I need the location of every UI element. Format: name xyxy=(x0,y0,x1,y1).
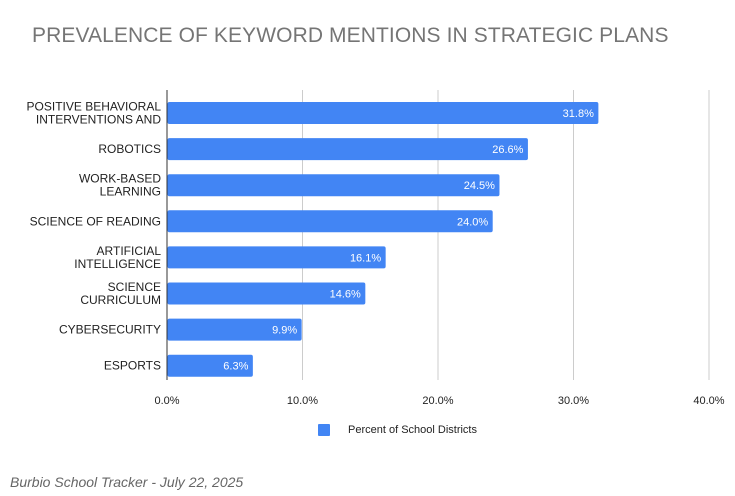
bar xyxy=(167,174,500,197)
chart-title: PREVALENCE OF KEYWORD MENTIONS IN STRATE… xyxy=(32,24,669,47)
legend-label: Percent of School Districts xyxy=(348,424,477,436)
legend-swatch xyxy=(318,424,330,436)
bar xyxy=(167,282,366,305)
category-label: POSITIVE BEHAVIORAL xyxy=(27,100,162,114)
bar-value-label: 24.0% xyxy=(457,216,488,228)
source-note: Burbio School Tracker - July 22, 2025 xyxy=(10,474,244,490)
category-label: WORK-BASED xyxy=(79,172,161,186)
bar-value-label: 31.8% xyxy=(563,108,594,120)
category-label: CYBERSECURITY xyxy=(59,323,161,337)
bar-value-label: 26.6% xyxy=(492,144,523,156)
x-tick-label: 20.0% xyxy=(422,395,453,407)
bar xyxy=(167,318,302,341)
bar-value-label: 6.3% xyxy=(223,361,248,373)
category-label: INTELLIGENCE xyxy=(74,257,161,271)
x-tick-label: 30.0% xyxy=(558,395,589,407)
bar-value-label: 24.5% xyxy=(464,180,495,192)
bar-value-label: 14.6% xyxy=(330,289,361,301)
x-tick-label: 10.0% xyxy=(287,395,318,407)
bar xyxy=(167,246,386,269)
bar xyxy=(167,102,599,124)
category-label: LEARNING xyxy=(100,185,161,199)
category-label: ROBOTICS xyxy=(98,142,161,156)
category-label: SCIENCE xyxy=(108,280,161,294)
bar xyxy=(167,138,528,161)
category-label: SCIENCE OF READING xyxy=(30,214,161,228)
category-label: INTERVENTIONS AND xyxy=(36,113,161,127)
legend: Percent of School Districts xyxy=(318,424,477,436)
x-tick-label: 0.0% xyxy=(154,395,179,407)
bar xyxy=(167,354,253,377)
category-label: ARTIFICIAL xyxy=(97,244,162,258)
bar xyxy=(167,210,493,233)
bar-value-label: 16.1% xyxy=(350,252,381,264)
x-tick-label: 40.0% xyxy=(693,395,724,407)
category-label: CURRICULUM xyxy=(80,293,161,307)
bar-value-label: 9.9% xyxy=(272,325,297,337)
category-label: ESPORTS xyxy=(104,359,161,373)
